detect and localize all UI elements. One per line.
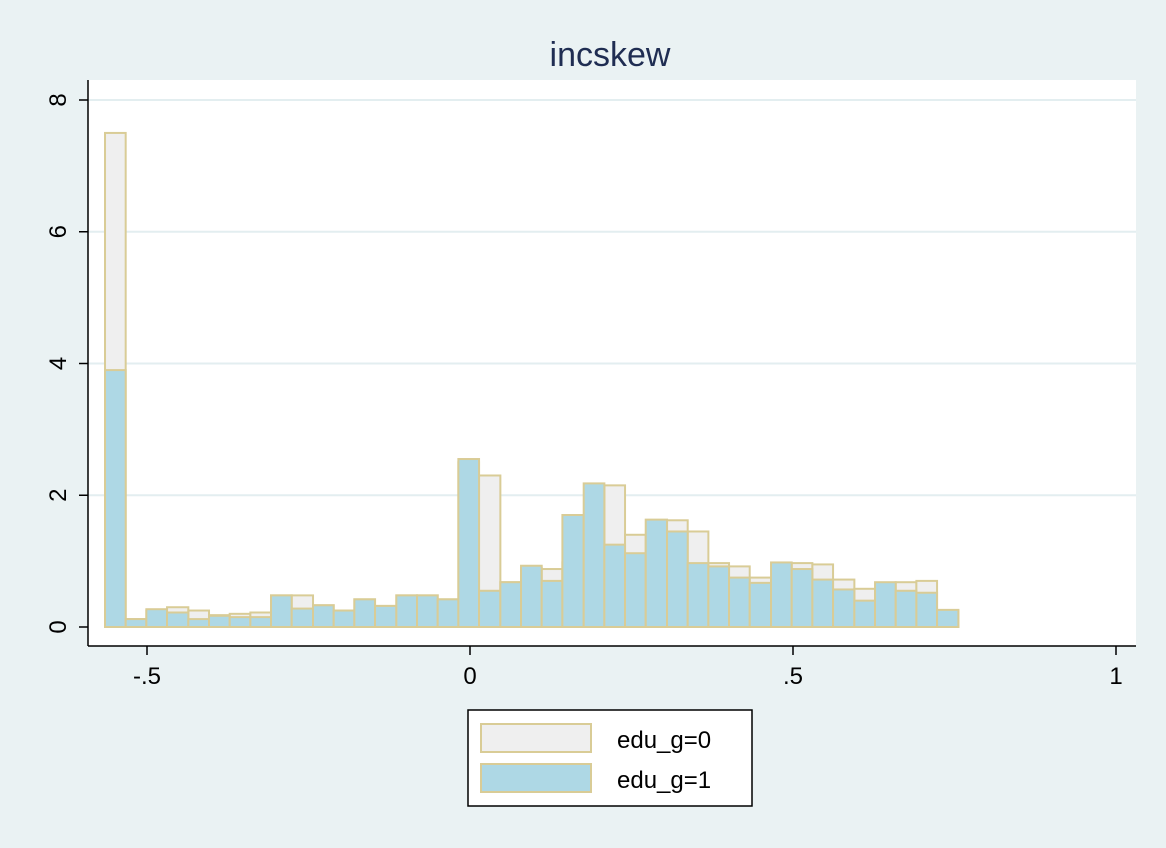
- y-tick-label: 6: [45, 225, 72, 238]
- bar-series-1: [936, 608, 960, 628]
- bar-series-1: [874, 581, 897, 629]
- y-tick-label: 0: [45, 620, 72, 633]
- bar-series-1: [707, 565, 731, 629]
- bar-series-1: [811, 578, 835, 629]
- y-tick-label: 2: [45, 489, 72, 502]
- bar-series-1: [624, 552, 647, 628]
- gridlines: [88, 99, 1136, 497]
- y-tick-label: 8: [45, 93, 72, 106]
- bar-series-1: [686, 562, 710, 629]
- bar-series-1: [728, 576, 751, 628]
- bar-series-1: [520, 564, 543, 629]
- axes: 0 2 4 6 8 -.5 0 .5 1: [45, 80, 1136, 690]
- legend: edu_g=0 edu_g=1: [467, 709, 753, 807]
- bar-series-1: [166, 611, 190, 629]
- bar-series-1: [644, 518, 669, 629]
- legend-swatch: [480, 723, 592, 753]
- bar-series-1: [374, 604, 398, 628]
- bar-series-1: [416, 594, 439, 629]
- bar-series-1: [124, 618, 148, 628]
- bar-series-1: [478, 589, 502, 628]
- bar-series-1: [353, 598, 377, 629]
- bar-series-1: [790, 568, 814, 629]
- bar-series-1: [290, 607, 315, 628]
- x-tick-label: -.5: [133, 663, 161, 690]
- bar-series-1: [457, 458, 481, 628]
- legend-label: edu_g=1: [617, 767, 711, 794]
- bar-series-1: [249, 616, 273, 629]
- bar-series-1: [104, 369, 127, 628]
- bar-series-1: [187, 618, 211, 628]
- bars: [104, 131, 960, 629]
- y-tick-label: 4: [45, 357, 72, 370]
- bar-series-1: [915, 591, 939, 628]
- bar-series-1: [540, 579, 564, 629]
- bar-series-1: [332, 609, 356, 628]
- legend-label: edu_g=0: [617, 727, 711, 754]
- x-tick-label: 0: [463, 663, 476, 690]
- x-tick-label: 1: [1109, 663, 1122, 690]
- bar-series-1: [208, 614, 231, 629]
- bar-series-1: [666, 530, 689, 629]
- x-tick-label: .5: [783, 663, 803, 690]
- bar-series-1: [436, 598, 460, 629]
- bar-series-1: [145, 608, 169, 628]
- bar-series-1: [582, 482, 606, 628]
- bar-series-1: [228, 616, 252, 629]
- legend-swatch: [480, 763, 592, 793]
- bar-series-1: [832, 588, 856, 628]
- bar-series-1: [770, 561, 793, 629]
- bar-series-1: [894, 589, 918, 628]
- bar-series-1: [312, 604, 335, 628]
- bar-series-1: [270, 594, 293, 629]
- bar-series-1: [499, 581, 523, 629]
- bar-series-1: [395, 594, 419, 629]
- chart-title: incskew: [550, 36, 671, 74]
- bar-series-1: [853, 599, 877, 629]
- bar-series-1: [748, 581, 773, 629]
- bar-series-1: [561, 514, 585, 629]
- bar-series-1: [603, 543, 627, 628]
